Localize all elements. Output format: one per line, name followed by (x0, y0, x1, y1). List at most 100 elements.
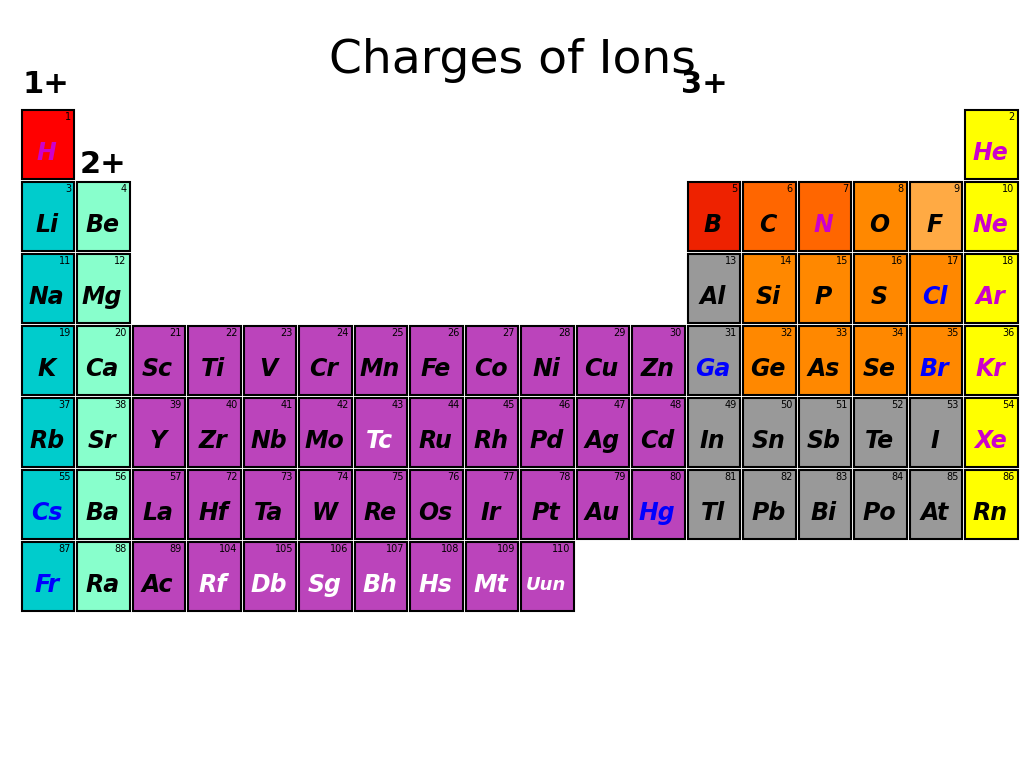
Bar (577, 469, 629, 538)
Text: 86: 86 (1002, 472, 1015, 482)
Text: 72: 72 (225, 472, 238, 482)
Text: 88: 88 (115, 544, 127, 554)
Bar (466, 326, 518, 395)
Bar (132, 326, 185, 395)
Text: Uun: Uun (526, 576, 566, 594)
Text: 75: 75 (391, 472, 404, 482)
Text: 53: 53 (946, 399, 959, 409)
Bar (299, 326, 351, 395)
Text: P: P (815, 285, 833, 309)
Text: Tc: Tc (366, 429, 393, 452)
Text: Sr: Sr (88, 429, 117, 452)
Text: 42: 42 (336, 399, 348, 409)
Bar (188, 469, 241, 538)
Text: 89: 89 (170, 544, 182, 554)
Text: Li: Li (35, 213, 58, 237)
Text: 26: 26 (447, 327, 460, 337)
Bar (22, 541, 74, 611)
Text: Mn: Mn (359, 356, 399, 381)
Bar (854, 326, 906, 395)
Text: 33: 33 (836, 327, 848, 337)
Text: Pd: Pd (529, 429, 563, 452)
Text: 1+: 1+ (22, 70, 69, 99)
Text: I: I (930, 429, 939, 452)
Bar (299, 469, 351, 538)
Text: 49: 49 (725, 399, 737, 409)
Text: 25: 25 (391, 327, 404, 337)
Bar (687, 181, 740, 250)
Bar (77, 398, 129, 466)
Bar (244, 326, 296, 395)
Text: 51: 51 (836, 399, 848, 409)
Text: 37: 37 (58, 399, 71, 409)
Text: 35: 35 (946, 327, 959, 337)
Text: 109: 109 (497, 544, 515, 554)
Text: Ar: Ar (975, 285, 1006, 309)
Text: Tl: Tl (700, 501, 725, 525)
Text: 46: 46 (558, 399, 570, 409)
Bar (410, 326, 463, 395)
Bar (521, 398, 573, 466)
Bar (132, 398, 185, 466)
Text: Ne: Ne (972, 213, 1008, 237)
Text: C: C (760, 213, 777, 237)
Text: 27: 27 (503, 327, 515, 337)
Text: 105: 105 (274, 544, 293, 554)
Text: Rh: Rh (473, 429, 508, 452)
Text: 81: 81 (725, 472, 737, 482)
Text: Hg: Hg (639, 501, 676, 525)
Bar (77, 469, 129, 538)
Bar (743, 253, 796, 323)
Bar (77, 326, 129, 395)
Text: 4: 4 (121, 184, 127, 194)
Text: 32: 32 (780, 327, 793, 337)
Text: 2+: 2+ (80, 150, 126, 179)
Text: Re: Re (364, 501, 396, 525)
Text: 18: 18 (1002, 256, 1015, 266)
Text: Cs: Cs (31, 501, 62, 525)
Text: 104: 104 (219, 544, 238, 554)
Text: Al: Al (699, 285, 726, 309)
Text: Te: Te (864, 429, 894, 452)
Bar (299, 541, 351, 611)
Text: N: N (814, 213, 834, 237)
Text: V: V (259, 356, 278, 381)
Text: Pt: Pt (531, 501, 560, 525)
Text: 5: 5 (731, 184, 737, 194)
Bar (22, 110, 74, 178)
Bar (77, 541, 129, 611)
Text: 84: 84 (891, 472, 903, 482)
Bar (965, 326, 1018, 395)
Text: Ra: Ra (85, 573, 119, 597)
Text: Charges of Ions: Charges of Ions (329, 38, 695, 83)
Bar (854, 181, 906, 250)
Text: Au: Au (584, 501, 620, 525)
Text: 19: 19 (58, 327, 71, 337)
Bar (132, 469, 185, 538)
Bar (354, 469, 407, 538)
Text: Rn: Rn (973, 501, 1008, 525)
Text: Ba: Ba (85, 501, 119, 525)
Text: 80: 80 (670, 472, 682, 482)
Text: 6: 6 (786, 184, 793, 194)
Bar (22, 469, 74, 538)
Bar (22, 398, 74, 466)
Bar (965, 253, 1018, 323)
Text: S: S (870, 285, 888, 309)
Text: Ta: Ta (254, 501, 284, 525)
Text: Mt: Mt (473, 573, 508, 597)
Bar (743, 469, 796, 538)
Text: Y: Y (150, 429, 166, 452)
Bar (77, 181, 129, 250)
Bar (188, 398, 241, 466)
Bar (799, 253, 851, 323)
Text: 74: 74 (336, 472, 348, 482)
Bar (743, 398, 796, 466)
Bar (354, 326, 407, 395)
Text: As: As (808, 356, 840, 381)
Text: Se: Se (862, 356, 896, 381)
Bar (687, 398, 740, 466)
Text: Cr: Cr (309, 356, 339, 381)
Text: 34: 34 (891, 327, 903, 337)
Text: Zn: Zn (640, 356, 674, 381)
